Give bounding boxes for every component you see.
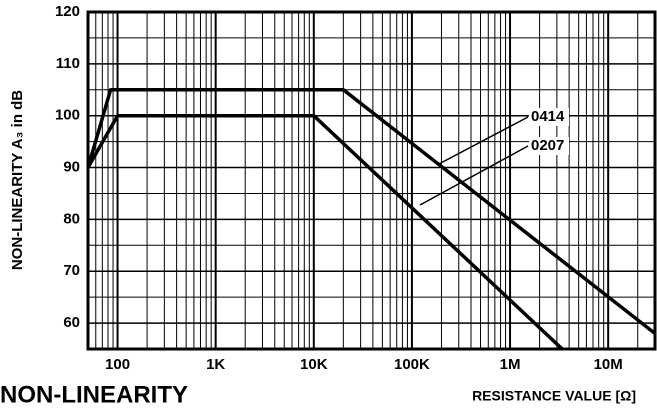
label-bg [529,108,569,126]
y-tick-label: 110 [56,55,80,72]
x-tick-label: 1K [206,356,225,373]
y-axis-label: NON-LINEARITY A₃ in dB [9,90,26,270]
series-line [88,88,657,335]
x-tick-label: 10K [300,356,328,373]
label-bg [529,137,569,155]
grid [88,11,655,349]
series-line [88,113,564,349]
y-tick-label: 90 [63,159,80,176]
x-tick-label: 10M [594,356,623,373]
x-tick-label: 100 [105,356,130,373]
x-axis-label: RESISTANCE VALUE [Ω] [472,388,636,404]
series-label: 0414 [531,108,565,125]
leader-line [419,145,529,206]
y-tick-label: 100 [55,107,80,124]
x-tick-label: 100K [394,356,430,373]
leader-line [436,116,529,166]
chart-title: NON-LINEARITY [0,381,188,408]
x-tick-label: 1M [500,356,521,373]
plot-frame [86,10,657,351]
y-tick-label: 80 [63,210,80,227]
y-tick-label: 70 [63,262,80,279]
y-tick-label: 60 [63,314,80,331]
lines [88,88,657,349]
series-label: 0207 [531,137,564,154]
y-tick-label: 120 [55,3,80,20]
